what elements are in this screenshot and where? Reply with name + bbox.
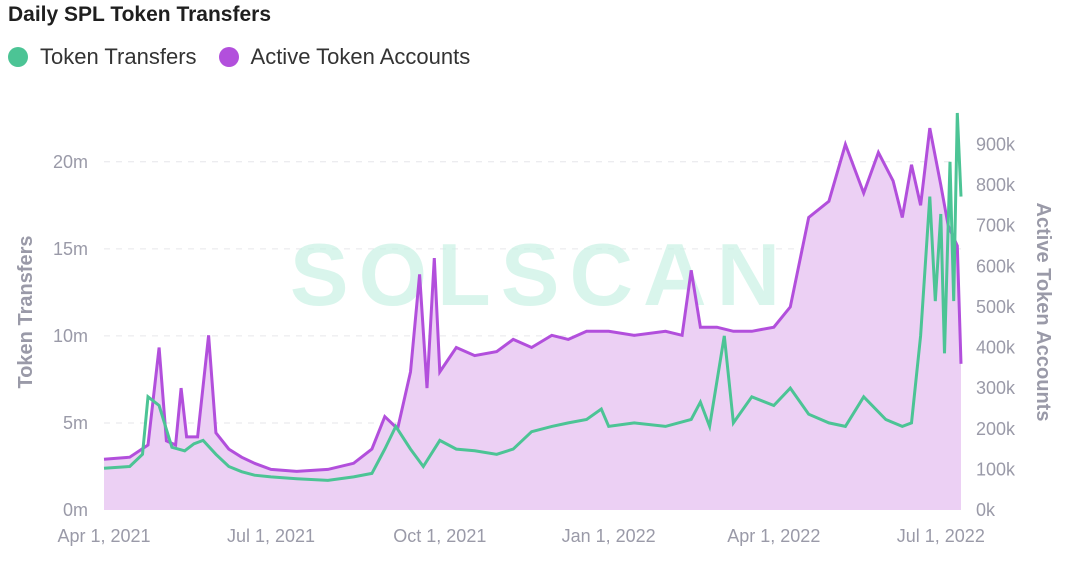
y-left-axis-title: Token Transfers [15, 235, 37, 388]
legend-item-token-transfers[interactable]: Token Transfers [8, 44, 197, 70]
legend-dot-token-transfers-icon [8, 47, 28, 67]
legend-label-token-transfers: Token Transfers [40, 44, 197, 69]
x-tick-label: Apr 1, 2021 [57, 526, 150, 546]
y-left-tick-label: 5m [63, 413, 88, 433]
x-tick-label: Jul 1, 2021 [227, 526, 315, 546]
area-active-accounts [104, 128, 961, 510]
x-tick-label: Jan 1, 2022 [562, 526, 656, 546]
x-tick-label: Oct 1, 2021 [393, 526, 486, 546]
y-right-tick-label: 900k [976, 134, 1016, 154]
x-tick-labels: Apr 1, 2021 Jul 1, 2021 Oct 1, 2021 Jan 1, … [57, 526, 984, 546]
legend-label-active-accounts: Active Token Accounts [250, 44, 471, 69]
legend-item-active-accounts[interactable]: Active Token Accounts [218, 44, 471, 70]
y-right-tick-labels: 0k 100k 200k 300k 400k 500k 600k 700k 800k 900k [976, 134, 1016, 520]
y-right-axis-title: Active Token Accounts [1032, 203, 1054, 422]
chart-legend: Token Transfers Active Token Accounts [8, 44, 492, 70]
y-right-tick-label: 400k [976, 338, 1016, 358]
y-right-tick-label: 500k [976, 297, 1016, 317]
y-left-tick-label: 0m [63, 500, 88, 520]
series-line-active-accounts [103, 127, 963, 473]
y-right-tick-label: 100k [976, 459, 1016, 479]
legend-dot-active-accounts-icon [218, 47, 239, 67]
y-left-tick-label: 20m [53, 152, 88, 172]
y-right-tick-label: 700k [976, 216, 1016, 236]
watermark: SOLSCAN [290, 225, 790, 324]
y-left-tick-labels: 0m 5m 10m 15m 20m [53, 152, 88, 520]
y-right-tick-label: 300k [976, 378, 1016, 398]
y-left-tick-label: 10m [53, 326, 88, 346]
y-right-tick-label: 200k [976, 419, 1016, 439]
y-left-tick-label: 15m [53, 239, 88, 259]
y-right-tick-label: 800k [976, 175, 1016, 195]
y-right-tick-label: 0k [976, 500, 996, 520]
y-right-tick-label: 600k [976, 256, 1016, 276]
x-tick-label: Apr 1, 2022 [727, 526, 820, 546]
series-line-token-transfers [103, 112, 963, 482]
x-tick-label: Jul 1, 2022 [897, 526, 985, 546]
chart-title: Daily SPL Token Transfers [8, 3, 271, 26]
